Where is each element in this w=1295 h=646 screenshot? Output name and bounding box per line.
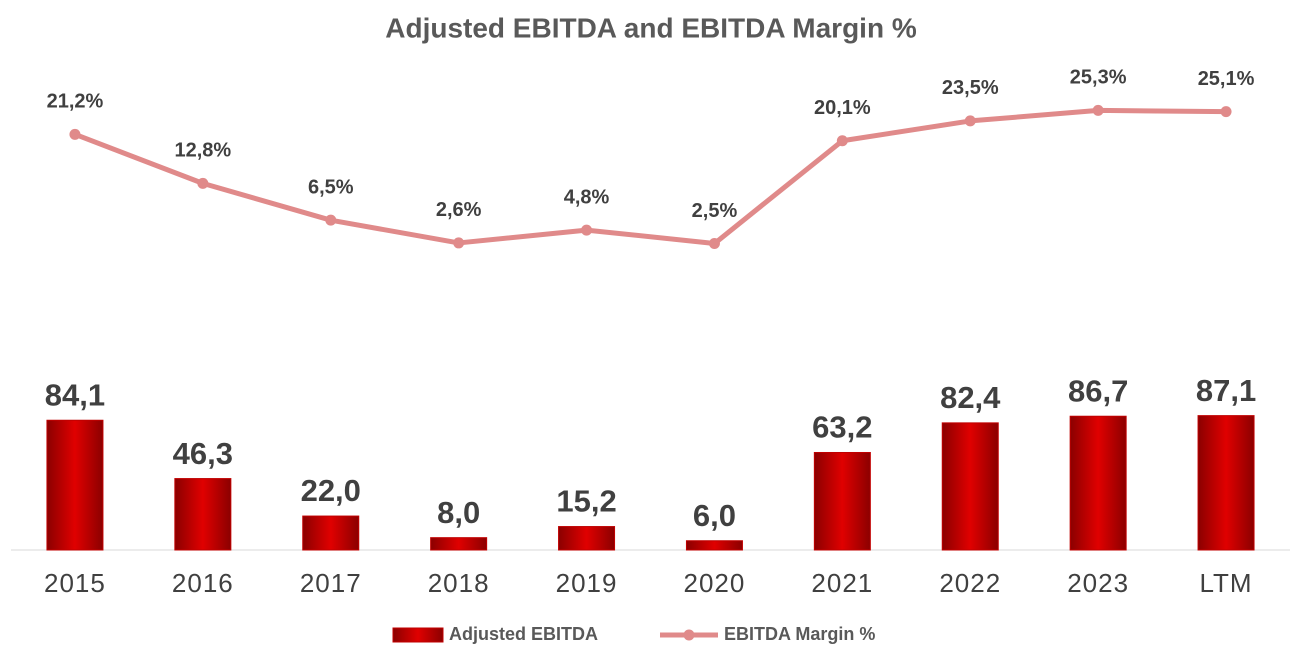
legend-swatch xyxy=(392,627,444,643)
margin-point xyxy=(708,238,720,250)
margin-label: 25,3% xyxy=(1070,67,1127,89)
bar xyxy=(813,451,871,551)
chart-title: Adjusted EBITDA and EBITDA Margin % xyxy=(385,12,917,43)
x-tick-label: 2022 xyxy=(939,568,1001,598)
bar-label: 22,0 xyxy=(301,473,361,508)
bar xyxy=(558,526,616,551)
margin-label: 21,2% xyxy=(47,91,104,113)
margin-point xyxy=(836,135,848,147)
x-tick-label: 2018 xyxy=(428,568,490,598)
margin-point xyxy=(964,115,976,127)
x-tick-label: 2020 xyxy=(684,568,746,598)
bar-label: 84,1 xyxy=(45,377,105,412)
bar-label: 63,2 xyxy=(812,410,872,445)
margin-label: 6,5% xyxy=(308,176,354,198)
margin-line xyxy=(74,107,1227,247)
bar xyxy=(1069,415,1127,551)
bar-label: 6,0 xyxy=(693,498,736,533)
margin-point xyxy=(197,177,209,189)
margin-label: 20,1% xyxy=(814,97,871,119)
bar-label: 15,2 xyxy=(556,484,616,519)
margin-label: 23,5% xyxy=(942,77,999,99)
bar xyxy=(46,419,104,551)
bar xyxy=(941,422,999,551)
margin-point xyxy=(581,224,593,236)
margin-point xyxy=(1092,104,1104,116)
margin-label: 12,8% xyxy=(174,140,231,162)
bar-label: 82,4 xyxy=(940,380,1001,415)
bar-label: 86,7 xyxy=(1068,373,1128,408)
bar xyxy=(174,478,232,551)
x-tick-label: 2019 xyxy=(556,568,618,598)
bar xyxy=(1197,415,1255,551)
bar xyxy=(430,537,488,551)
legend-swatch xyxy=(683,629,695,641)
x-tick-label: 2017 xyxy=(300,568,362,598)
bar xyxy=(685,540,743,551)
bar xyxy=(302,515,360,551)
x-tick-label: 2021 xyxy=(811,568,873,598)
x-tick-label: 2023 xyxy=(1067,568,1129,598)
margin-label: 25,1% xyxy=(1198,68,1255,90)
margin-point xyxy=(69,128,81,140)
legend-label: EBITDA Margin % xyxy=(724,624,875,644)
legend-label: Adjusted EBITDA xyxy=(449,624,598,644)
x-tick-label: LTM xyxy=(1200,568,1253,598)
margin-label: 4,8% xyxy=(564,186,610,208)
margin-label: 2,6% xyxy=(436,199,482,221)
margin-label: 2,5% xyxy=(692,200,738,222)
x-tick-label: 2016 xyxy=(172,568,234,598)
margin-point xyxy=(325,214,337,226)
margin-point xyxy=(1220,106,1232,118)
bar-label: 46,3 xyxy=(173,436,233,471)
bar-label: 8,0 xyxy=(437,495,480,530)
bar-label: 87,1 xyxy=(1196,373,1256,408)
margin-point xyxy=(453,237,465,249)
x-tick-label: 2015 xyxy=(44,568,106,598)
